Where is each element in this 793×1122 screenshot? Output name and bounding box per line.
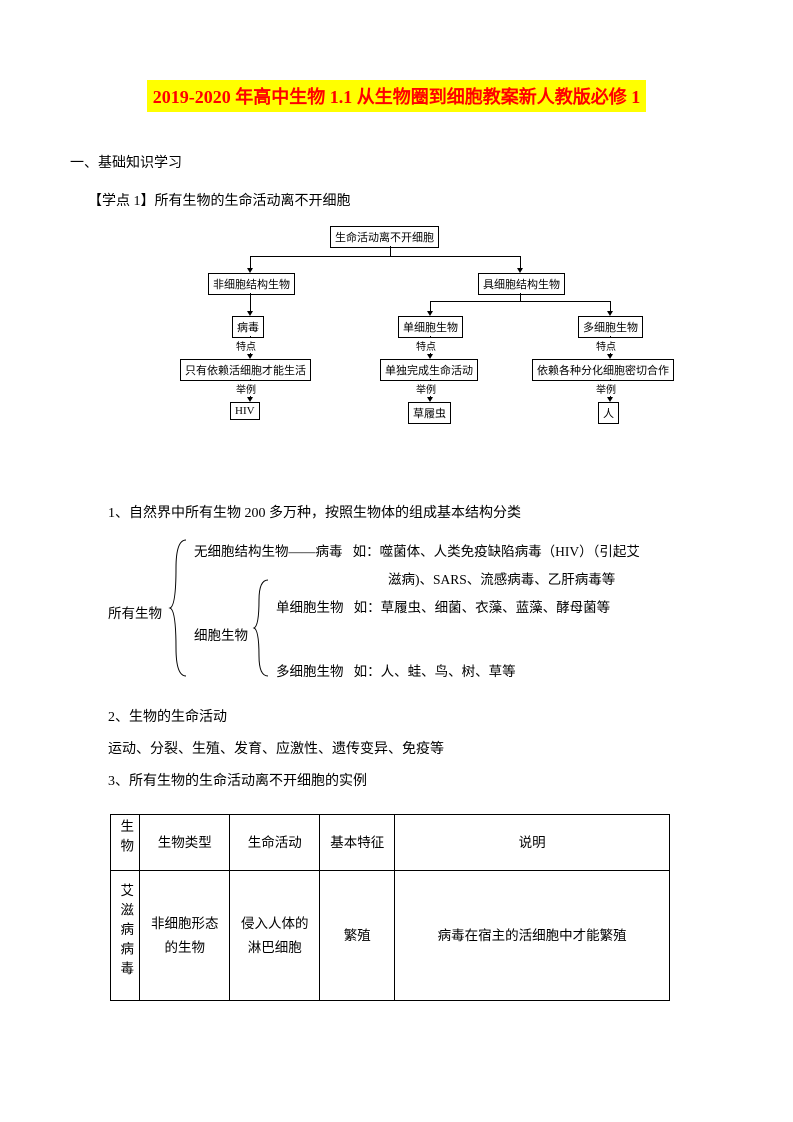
flow-line [250, 293, 251, 311]
th-desc: 说明 [395, 815, 670, 871]
item-2-body: 运动、分裂、生殖、发育、应激性、遗传变异、免疫等 [70, 736, 723, 764]
brace-icon [252, 578, 272, 678]
brace-all: 所有生物 [108, 600, 162, 628]
flow-line [250, 256, 251, 268]
td-organism: 艾滋病病毒 [111, 871, 140, 1001]
brace-cell: 细胞生物 [194, 622, 248, 650]
flow-line [250, 256, 520, 257]
flow-line [430, 301, 610, 302]
brace-classification: 所有生物 无细胞结构生物——病毒 如：噬菌体、人类免疫缺陷病毒（HIV）（引起艾… [108, 538, 723, 688]
flow-line [520, 256, 521, 268]
td-type: 非细胞形态的生物 [140, 871, 230, 1001]
flow-cell: 具细胞结构生物 [478, 273, 565, 295]
table-row: 生物 生物类型 生命活动 基本特征 说明 [111, 815, 670, 871]
brace-single-label: 单细胞生物 [276, 600, 344, 615]
flow-noncell: 非细胞结构生物 [208, 273, 295, 295]
learning-point-1: 【学点 1】所有生物的生命活动离不开细胞 [70, 188, 723, 216]
title-wrap: 2019-2020 年高中生物 1.1 从生物圈到细胞教案新人教版必修 1 [70, 80, 723, 132]
brace-single-eg: 如：草履虫、细菌、衣藻、蓝藻、酵母菌等 [354, 600, 611, 615]
brace-single: 单细胞生物 如：草履虫、细菌、衣藻、蓝藻、酵母菌等 [276, 594, 610, 622]
flow-paramecium: 草履虫 [408, 402, 451, 424]
brace-nocell-eg: 如：噬菌体、人类免疫缺陷病毒（HIV）（引起艾 [353, 544, 640, 559]
brace-nocell-label: 无细胞结构生物——病毒 [194, 544, 343, 559]
brace-multi-label: 多细胞生物 [276, 664, 344, 679]
flow-single-desc: 单独完成生命活动 [380, 359, 478, 381]
flow-hiv: HIV [230, 402, 260, 420]
examples-table: 生物 生物类型 生命活动 基本特征 说明 艾滋病病毒 非细胞形态的生物 侵入人体… [110, 814, 670, 1001]
flow-line [610, 301, 611, 311]
flow-root: 生命活动离不开细胞 [330, 226, 439, 248]
brace-multi: 多细胞生物 如：人、蛙、鸟、树、草等 [276, 658, 516, 686]
flow-tag: 特点 [596, 338, 616, 353]
flow-tag: 特点 [416, 338, 436, 353]
th-type: 生物类型 [140, 815, 230, 871]
flow-human: 人 [598, 402, 619, 424]
flow-multi: 多细胞生物 [578, 316, 643, 338]
flow-tag: 举例 [416, 381, 436, 396]
table-row: 艾滋病病毒 非细胞形态的生物 侵入人体的淋巴细胞 繁殖 病毒在宿主的活细胞中才能… [111, 871, 670, 1001]
flow-line [520, 293, 521, 301]
flow-tag: 举例 [236, 381, 256, 396]
td-activity: 侵入人体的淋巴细胞 [230, 871, 320, 1001]
td-desc: 病毒在宿主的活细胞中才能繁殖 [395, 871, 670, 1001]
brace-nocell-eg2: 滋病)、SARS、流感病毒、乙肝病毒等 [388, 566, 615, 594]
flow-virus-desc: 只有依赖活细胞才能生活 [180, 359, 311, 381]
flow-line [390, 246, 391, 256]
page-title: 2019-2020 年高中生物 1.1 从生物圈到细胞教案新人教版必修 1 [147, 80, 647, 112]
th-organism: 生物 [111, 815, 140, 871]
td-feature: 繁殖 [320, 871, 395, 1001]
th-activity: 生命活动 [230, 815, 320, 871]
brace-multi-eg: 如：人、蛙、鸟、树、草等 [354, 664, 516, 679]
item-2: 2、生物的生命活动 [70, 704, 723, 732]
flow-multi-desc: 依赖各种分化细胞密切合作 [532, 359, 674, 381]
th-feature: 基本特征 [320, 815, 395, 871]
item-1: 1、自然界中所有生物 200 多万种，按照生物体的组成基本结构分类 [70, 500, 723, 528]
brace-icon [168, 538, 190, 678]
flow-single: 单细胞生物 [398, 316, 463, 338]
flow-line [430, 301, 431, 311]
flowchart: 生命活动离不开细胞 非细胞结构生物 具细胞结构生物 病毒 特点 只有依赖活细胞才… [180, 226, 620, 486]
flow-virus: 病毒 [232, 316, 264, 338]
item-3: 3、所有生物的生命活动离不开细胞的实例 [70, 768, 723, 796]
flow-tag: 举例 [596, 381, 616, 396]
section-heading-1: 一、基础知识学习 [70, 150, 723, 178]
flow-tag: 特点 [236, 338, 256, 353]
brace-nocell: 无细胞结构生物——病毒 如：噬菌体、人类免疫缺陷病毒（HIV）（引起艾 [194, 538, 640, 566]
